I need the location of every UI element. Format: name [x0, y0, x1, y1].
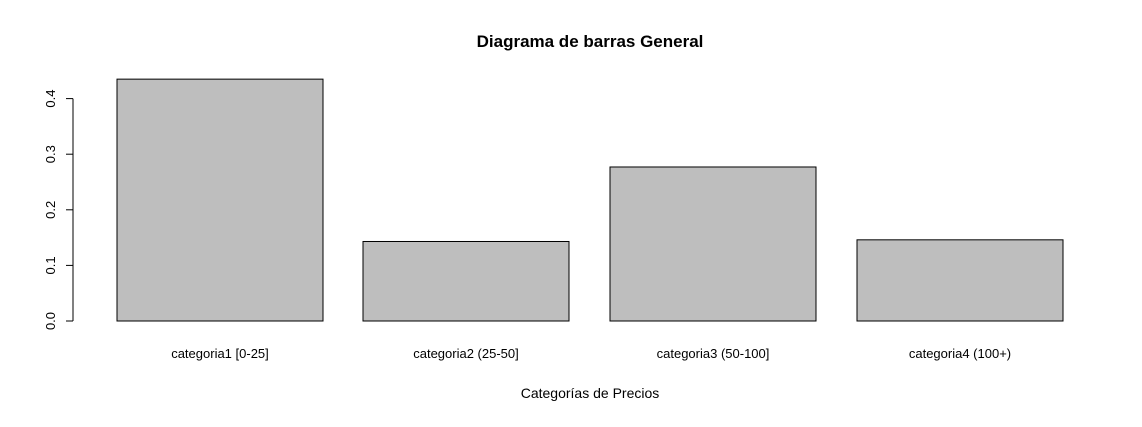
x-axis-label: Categorías de Precios	[521, 385, 660, 401]
bar	[609, 166, 817, 322]
x-tick-label: categoria4 (100+)	[909, 346, 1011, 361]
y-axis: 0.0 0.1 0.2 0.3 0.4	[43, 90, 74, 330]
x-tick-label: categoria2 (25-50]	[413, 346, 519, 361]
y-tick-label: 0.4	[43, 90, 58, 108]
x-tick-label: categoria1 [0-25]	[171, 346, 269, 361]
x-tick-label: categoria3 (50-100]	[657, 346, 770, 361]
bar	[116, 78, 324, 322]
x-tick-labels: categoria1 [0-25] categoria2 (25-50] categ…	[171, 346, 1011, 361]
y-tick-label: 0.0	[43, 312, 58, 330]
chart-title: Diagrama de barras General	[477, 32, 704, 51]
bars-group	[116, 78, 1064, 322]
y-tick-label: 0.2	[43, 201, 58, 219]
y-tick-label: 0.1	[43, 256, 58, 274]
bar	[362, 240, 570, 322]
bar	[856, 239, 1064, 322]
y-tick-label: 0.3	[43, 145, 58, 163]
